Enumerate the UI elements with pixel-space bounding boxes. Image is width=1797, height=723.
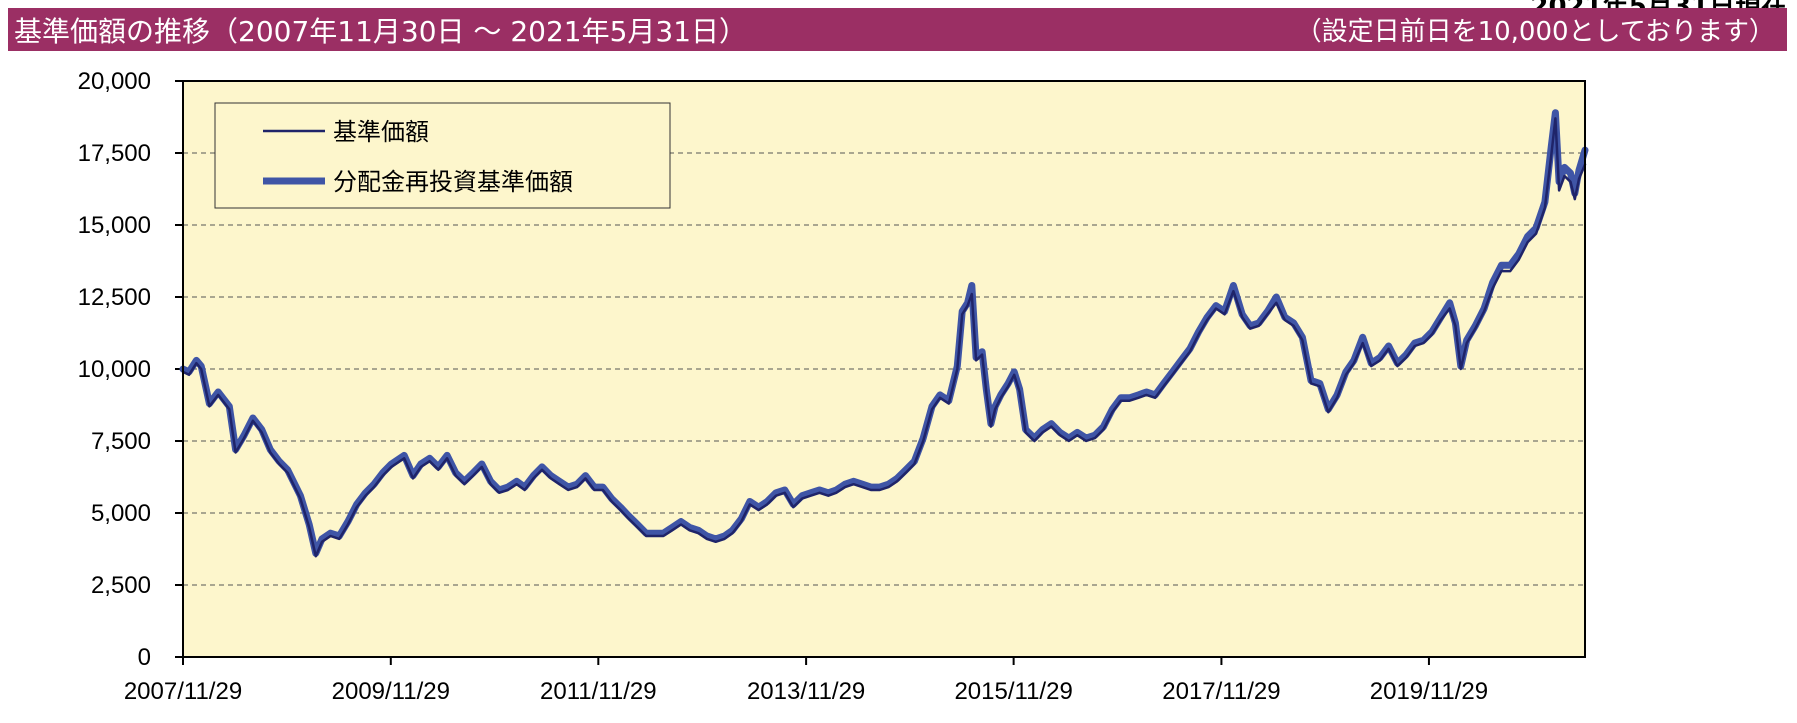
chart-note: （設定日前日を10,000としております） [1295, 17, 1775, 47]
y-tick-label: 20,000 [78, 68, 151, 95]
y-tick-label: 0 [138, 644, 151, 671]
y-axis-ticks: 0 2,500 5,000 7,500 10,000 12,500 15,000 17,500… [78, 68, 183, 671]
y-tick-label: 5,000 [91, 500, 151, 527]
x-tick-label: 2017/11/29 [1162, 678, 1280, 705]
x-tick-label: 2013/11/29 [747, 678, 865, 705]
x-tick-label: 2009/11/29 [332, 678, 450, 705]
series-line-nav [181, 117, 1587, 558]
y-tick-label: 2,500 [91, 572, 151, 599]
legend-box [214, 102, 671, 209]
y-tick-label: 7,500 [91, 428, 151, 455]
y-tick-label: 12,500 [78, 284, 151, 311]
chart-title: 基準価額の推移（2007年11月30日 ～ 2021年5月31日） [14, 14, 748, 48]
y-tick-label: 15,000 [78, 212, 151, 239]
plot-frame [182, 80, 1586, 658]
legend-label: 基準価額 [333, 118, 429, 146]
x-tick-label: 2011/11/29 [540, 678, 657, 705]
x-axis-ticks: 2007/11/29 2009/11/29 2011/11/29 2013/11/29… [124, 657, 1488, 705]
legend-label: 分配金再投資基準価額 [333, 168, 573, 196]
y-tick-label: 10,000 [78, 356, 151, 383]
y-tick-label: 17,500 [78, 140, 151, 167]
title-bar: 基準価額の推移（2007年11月30日 ～ 2021年5月31日） （設定日前日… [8, 8, 1787, 51]
x-tick-label: 2015/11/29 [954, 678, 1072, 705]
x-tick-label: 2019/11/29 [1370, 678, 1488, 705]
x-tick-label: 2007/11/29 [124, 678, 242, 705]
series-lines [179, 109, 1589, 558]
